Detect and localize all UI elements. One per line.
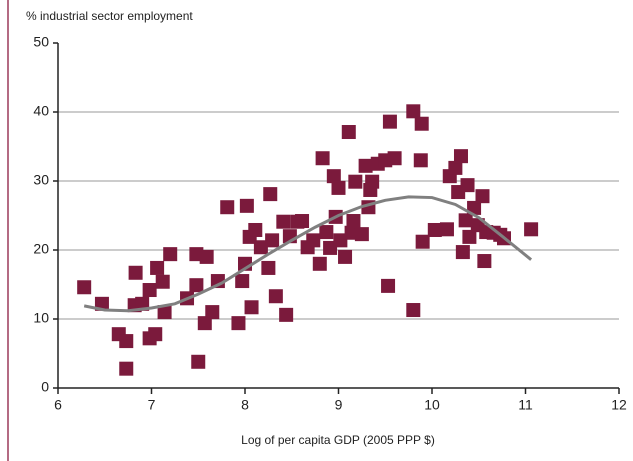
point [460,178,475,193]
point [157,305,172,320]
point [453,149,468,164]
y-tick-label: 30 [33,172,49,188]
x-axis-label: Log of per capita GDP (2005 PPP $) [241,433,435,447]
point [462,229,477,244]
point [406,104,421,119]
point [199,249,214,264]
point [253,240,268,255]
point [205,305,220,320]
point [306,233,321,248]
point [142,283,157,298]
point [279,307,294,322]
point [415,234,430,249]
point [406,303,421,318]
y-tick-label: 20 [33,241,49,257]
x-tick-label: 9 [335,397,343,413]
point [387,151,402,166]
point [319,225,334,240]
point [439,222,454,237]
point [239,198,254,213]
point [128,265,143,280]
point [220,200,235,215]
point [235,274,250,289]
point [346,214,361,229]
point [382,114,397,129]
point [155,274,170,289]
point [77,280,92,295]
point [231,316,246,331]
point [358,158,373,173]
point [331,180,346,195]
point [191,354,206,369]
x-tick-label: 6 [54,397,62,413]
point [276,214,291,229]
point [265,233,280,248]
point [312,256,327,271]
x-tick-label: 10 [424,397,440,413]
point [326,169,341,184]
point [365,174,380,189]
point [261,260,276,275]
point [163,247,178,262]
point [458,213,473,228]
point [477,254,492,269]
point [413,153,428,168]
y-tick-label: 50 [33,34,49,50]
point [315,151,330,166]
point [475,189,490,204]
point [414,116,429,131]
point [338,249,353,264]
y-tick-label: 0 [41,379,49,395]
point [263,187,278,202]
point [381,278,396,293]
point [119,361,134,376]
point [244,300,259,315]
x-tick-label: 12 [611,397,627,413]
point [295,214,310,229]
fit-line [83,195,533,313]
point [524,222,539,237]
point [189,278,204,293]
x-tick-label: 7 [148,397,156,413]
point [119,334,134,349]
point [427,222,442,237]
point [148,327,163,342]
point [268,289,283,304]
y-tick-label: 10 [33,310,49,326]
y-tick-label: 40 [33,103,49,119]
point [150,260,165,275]
x-tick-label: 11 [518,397,533,413]
point [455,245,470,260]
x-tick-label: 8 [241,397,249,413]
point [333,233,348,248]
point [354,227,369,242]
point [197,316,212,331]
point [341,125,356,140]
point [248,222,263,237]
point [348,174,363,189]
point [448,160,463,175]
y-axis-label: % industrial sector employment [26,9,193,23]
